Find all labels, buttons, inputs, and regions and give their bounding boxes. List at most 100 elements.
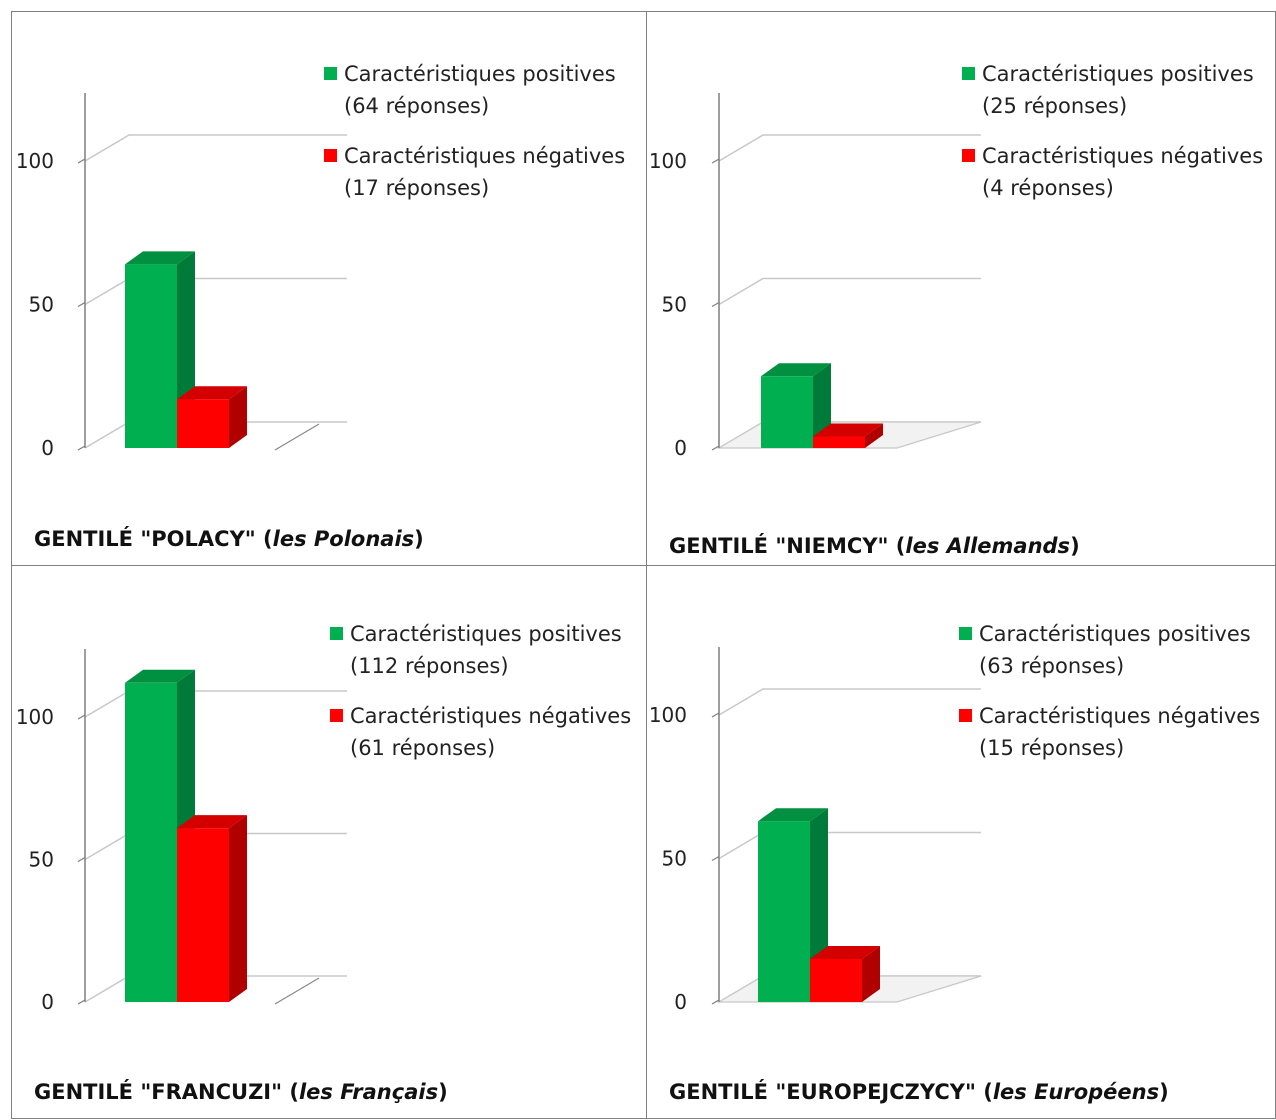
legend-count-positive: (63 réponses) — [979, 654, 1125, 678]
legend-swatch-negative — [330, 709, 343, 722]
legend-item-negative: Caractéristiques négatives (4 réponses) — [962, 140, 1263, 204]
title-italic: les Allemands — [905, 534, 1071, 558]
bar-top — [177, 815, 247, 829]
chart-plot-europejczycy: 0 50 100 — [649, 647, 982, 1014]
bar-top — [761, 363, 831, 377]
y-tick-mark — [711, 445, 720, 451]
chart-panel-polacy: 0 50 100 Caractéristiques positives (64 ré… — [11, 11, 647, 566]
bar-positive — [125, 251, 195, 448]
y-tick-mark — [77, 445, 86, 451]
legend-swatch-negative — [962, 149, 975, 162]
legend-text-negative: Caractéristiques négatives (17 réponses) — [344, 140, 625, 204]
title-italic: les Français — [298, 1080, 439, 1104]
y-tick-label: 100 — [649, 149, 687, 173]
bar-front — [810, 958, 862, 1002]
y-tick-label: 50 — [29, 293, 54, 317]
legend-label-negative: Caractéristiques négatives — [979, 704, 1261, 728]
y-tick-mark — [77, 999, 86, 1005]
legend-item-positive: Caractéristiques positives (112 réponses… — [330, 618, 631, 682]
bar-positive — [761, 363, 831, 448]
bar-front — [758, 821, 810, 1002]
bar-side — [229, 386, 247, 448]
legend-swatch-positive — [959, 627, 972, 640]
legend-text-negative: Caractéristiques négatives (15 réponses) — [979, 700, 1260, 764]
title-prefix: GENTILÉ "POLACY" ( — [34, 527, 273, 551]
bar-side — [865, 423, 883, 448]
y-tick-mark — [711, 301, 720, 308]
legend-label-negative: Caractéristiques négatives — [350, 704, 632, 728]
y-tick-mark — [77, 301, 86, 308]
legend-label-positive: Caractéristiques positives — [982, 62, 1254, 86]
legend-europejczycy: Caractéristiques positives (63 réponses)… — [959, 618, 1260, 782]
legend-label-positive: Caractéristiques positives — [350, 622, 622, 646]
legend-item-negative: Caractéristiques négatives (61 réponses) — [330, 700, 631, 764]
legend-text-positive: Caractéristiques positives (63 réponses) — [979, 618, 1251, 682]
legend-count-negative: (4 réponses) — [982, 176, 1114, 200]
chart-title-polacy: GENTILÉ "POLACY" (les Polonais) — [34, 527, 424, 551]
y-tick-label: 50 — [662, 847, 687, 871]
legend-item-negative: Caractéristiques négatives (17 réponses) — [324, 140, 625, 204]
legend-text-positive: Caractéristiques positives (112 réponses… — [350, 618, 622, 682]
y-tick-label: 100 — [16, 149, 54, 173]
chart-title-niemcy: GENTILÉ "NIEMCY" (les Allemands) — [669, 534, 1080, 558]
title-italic: les Polonais — [272, 527, 415, 551]
chart-plot-francuzi: 0 50 100 — [16, 649, 347, 1014]
legend-swatch-positive — [324, 67, 337, 80]
legend-item-positive: Caractéristiques positives (25 réponses) — [962, 58, 1263, 122]
bar-negative — [813, 423, 883, 448]
gridline — [84, 690, 347, 718]
y-tick-mark — [711, 712, 720, 718]
legend-count-positive: (112 réponses) — [350, 654, 509, 678]
y-tick-label: 0 — [41, 990, 54, 1014]
legend-count-negative: (15 réponses) — [979, 736, 1125, 760]
legend-item-positive: Caractéristiques positives (64 réponses) — [324, 58, 625, 122]
bar-side — [862, 945, 880, 1002]
legend-count-positive: (64 réponses) — [344, 94, 490, 118]
title-suffix: ) — [1070, 534, 1080, 558]
bar-negative — [177, 815, 247, 1002]
y-tick-mark — [711, 855, 720, 862]
title-prefix: GENTILÉ "NIEMCY" ( — [669, 534, 906, 558]
title-suffix: ) — [414, 527, 424, 551]
gridline — [718, 688, 981, 716]
y-tick-mark — [77, 158, 86, 164]
chart-panel-niemcy: 0 50 100 Caractéristiques positives (25 ré… — [646, 11, 1276, 566]
y-tick-mark — [77, 856, 86, 863]
chart-panel-europejczycy: 0 50 100 Caractéristiques positives (63 ré… — [646, 565, 1276, 1119]
legend-swatch-negative — [959, 709, 972, 722]
title-prefix: GENTILÉ "EUROPEJCZYCY" ( — [669, 1080, 993, 1104]
legend-niemcy: Caractéristiques positives (25 réponses)… — [962, 58, 1263, 222]
title-italic: les Européens — [992, 1080, 1160, 1104]
bar-front — [813, 436, 865, 448]
chart-title-europejczycy: GENTILÉ "EUROPEJCZYCY" (les Européens) — [669, 1080, 1169, 1104]
floor-edge — [274, 423, 320, 451]
gridline — [84, 134, 347, 162]
bar-top — [758, 808, 828, 822]
bar-top — [177, 386, 247, 400]
bar-side — [229, 815, 247, 1002]
chart-plot-niemcy: 0 50 100 — [649, 93, 982, 460]
chart-plot-polacy: 0 50 100 — [16, 93, 347, 460]
bar-top — [810, 945, 880, 959]
bar-front — [125, 682, 177, 1002]
bar-front — [761, 376, 813, 448]
legend-swatch-positive — [330, 627, 343, 640]
legend-francuzi: Caractéristiques positives (112 réponses… — [330, 618, 631, 782]
legend-label-positive: Caractéristiques positives — [979, 622, 1251, 646]
legend-swatch-positive — [962, 67, 975, 80]
floor-edge — [274, 977, 320, 1005]
gridline — [718, 277, 981, 306]
bar-negative — [177, 386, 247, 448]
gridline — [84, 277, 347, 306]
gridline — [718, 134, 981, 162]
y-tick-label: 100 — [16, 705, 54, 729]
y-tick-label: 100 — [649, 703, 687, 727]
y-tick-label: 0 — [41, 436, 54, 460]
chart-panel-francuzi: 0 50 100 Caractéristiques positives (112 r… — [11, 565, 647, 1119]
legend-count-negative: (61 réponses) — [350, 736, 496, 760]
legend-label-negative: Caractéristiques négatives — [344, 144, 626, 168]
bar-top — [125, 251, 195, 265]
y-tick-label: 0 — [674, 436, 687, 460]
title-suffix: ) — [438, 1080, 448, 1104]
